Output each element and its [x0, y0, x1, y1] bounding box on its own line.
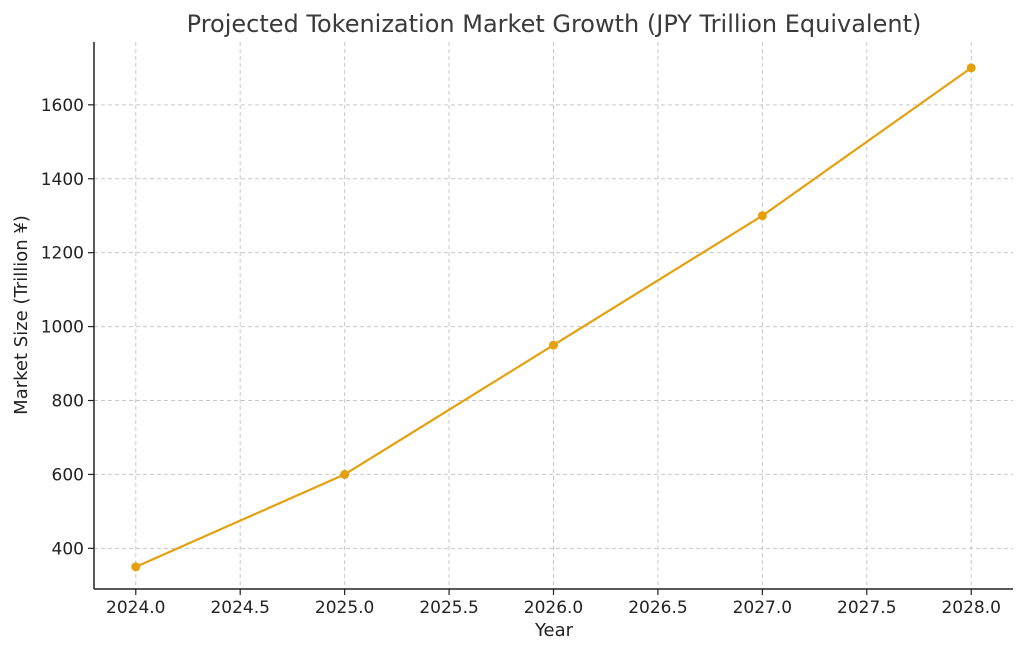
y-tick-label: 1200 — [41, 244, 84, 264]
y-tick-label: 1000 — [41, 318, 84, 338]
y-tick-label: 1600 — [41, 96, 84, 116]
data-point — [340, 469, 350, 479]
axis-ticks: 2024.0 2024.5 2025.0 2025.5 2026.0 2026.5 2027… — [41, 96, 1001, 618]
x-tick-label: 2025.0 — [315, 598, 374, 618]
x-tick-label: 2025.5 — [419, 598, 478, 618]
x-tick-label: 2026.5 — [628, 598, 687, 618]
x-tick-label: 2026.0 — [524, 598, 583, 618]
x-tick-label: 2027.0 — [733, 598, 792, 618]
y-tick-label: 400 — [52, 539, 84, 559]
chart-title: Projected Tokenization Market Growth (JP… — [187, 10, 922, 38]
y-tick-label: 800 — [52, 392, 84, 412]
x-tick-label: 2027.5 — [837, 598, 896, 618]
y-axis-label: Market Size (Trillion ¥) — [11, 215, 32, 415]
data-point — [966, 63, 976, 73]
y-tick-label: 600 — [52, 465, 84, 485]
data-point — [757, 211, 767, 221]
x-tick-label: 2024.5 — [210, 598, 269, 618]
data-point — [131, 562, 141, 572]
x-tick-label: 2024.0 — [106, 598, 165, 618]
y-tick-label: 1400 — [41, 170, 84, 190]
data-point — [549, 340, 558, 350]
grid-lines — [94, 42, 1013, 589]
x-tick-label: 2028.0 — [941, 598, 1000, 618]
series-layer — [131, 63, 976, 572]
x-axis-label: Year — [534, 620, 574, 641]
